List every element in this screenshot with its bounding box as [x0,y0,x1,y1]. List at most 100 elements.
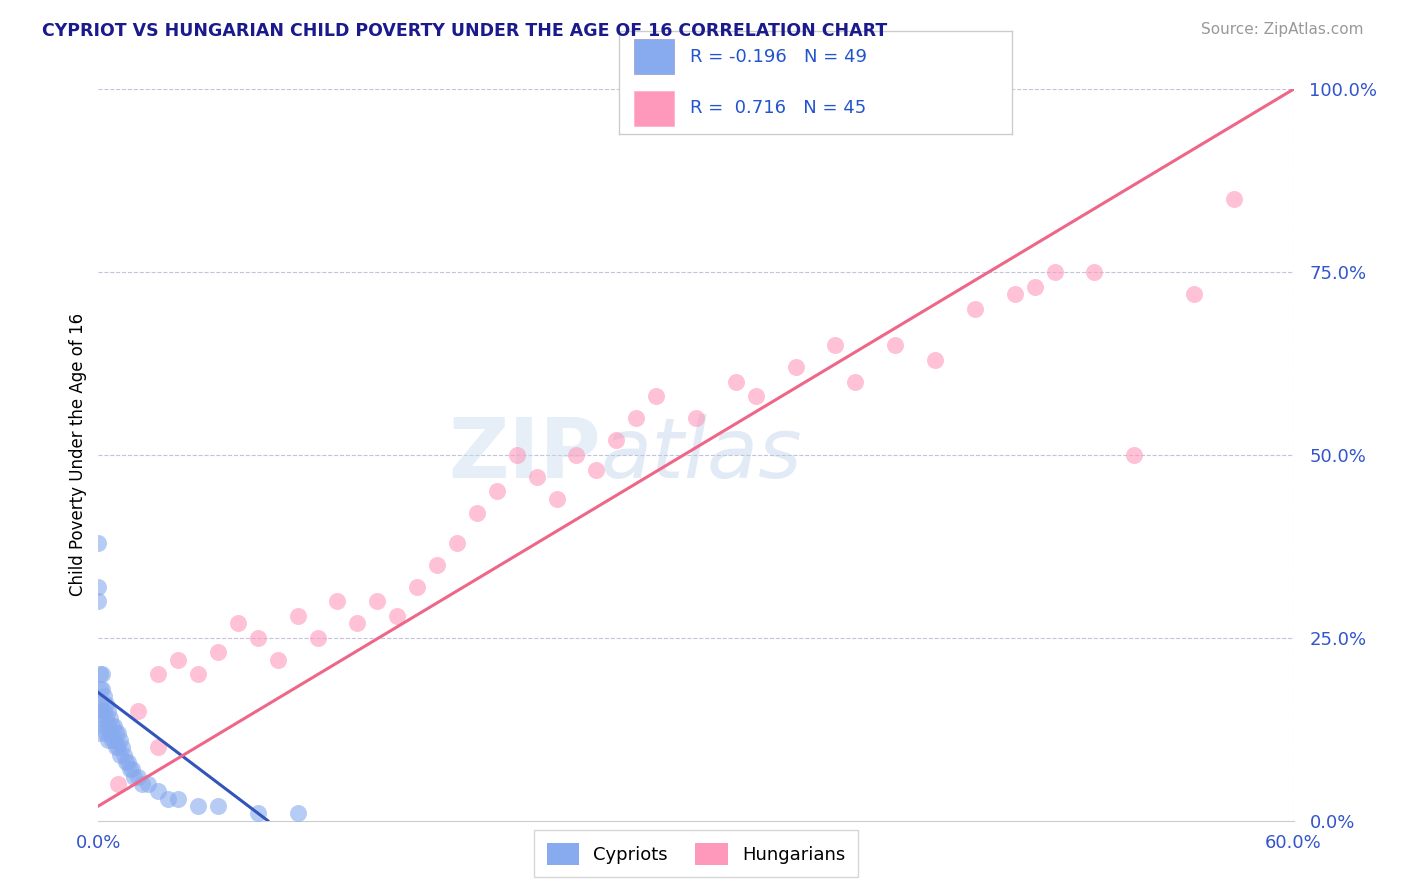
Point [385,608,409,623]
Point [884,338,907,352]
Point [89,697,111,711]
Point [426,558,449,572]
Point [724,375,747,389]
Y-axis label: Child Poverty Under the Age of 16: Child Poverty Under the Age of 16 [69,313,87,597]
Point [645,389,668,403]
Point [1043,265,1066,279]
Point [167,653,190,667]
Point [105,740,128,755]
Point [605,434,627,448]
Point [246,806,269,821]
Point [187,667,209,681]
Point [824,338,846,352]
Point [148,667,170,681]
Text: Source: ZipAtlas.com: Source: ZipAtlas.com [1201,22,1364,37]
Point [187,799,209,814]
Point [107,740,129,755]
Point [406,580,429,594]
Point [485,484,508,499]
Point [148,740,170,755]
Text: atlas: atlas [600,415,801,495]
Point [1004,287,1026,301]
Point [207,799,229,814]
Point [121,763,143,777]
Point [96,697,118,711]
Point [89,711,111,725]
Point [307,631,329,645]
Point [1123,448,1146,462]
Point [1182,287,1205,301]
Point [136,777,159,791]
Point [287,806,309,821]
Point [87,580,110,594]
Point [93,704,115,718]
Point [148,784,170,798]
Point [120,763,142,777]
Point [267,653,290,667]
Point [87,535,110,549]
Point [167,791,190,805]
Point [1222,192,1246,206]
Point [101,718,124,732]
Point [326,594,349,608]
Point [111,740,134,755]
Point [96,711,118,725]
Point [115,755,138,769]
Point [157,791,180,805]
Point [124,770,146,784]
Point [89,681,111,696]
Point [96,726,118,740]
Point [924,352,946,367]
Point [105,726,128,740]
Point [346,616,368,631]
Point [110,733,132,747]
Point [963,301,986,316]
Text: ZIP: ZIP [449,415,600,495]
Point [685,411,707,425]
Point [1024,279,1046,293]
Point [785,360,807,375]
Point [91,704,114,718]
Point [585,462,607,476]
Point [546,491,568,506]
Point [207,645,229,659]
Point [89,667,111,681]
Point [110,747,132,762]
Text: R =  0.716   N = 45: R = 0.716 N = 45 [689,99,866,117]
Point [87,594,110,608]
Point [127,770,149,784]
Point [624,411,647,425]
Point [103,733,125,747]
Point [465,507,488,521]
Point [1083,265,1105,279]
Point [287,608,309,623]
Bar [634,39,673,74]
Point [131,777,153,791]
Point [246,631,269,645]
Point [93,690,115,704]
Point [366,594,388,608]
Point [107,726,129,740]
Point [112,747,135,762]
Text: R = -0.196   N = 49: R = -0.196 N = 49 [689,48,866,66]
Point [97,704,120,718]
Legend: Cypriots, Hungarians: Cypriots, Hungarians [534,830,858,878]
Point [103,718,125,732]
Point [117,755,139,769]
Point [127,704,149,718]
Point [101,733,124,747]
Point [98,726,122,740]
Point [97,718,120,732]
Point [91,667,114,681]
Point [93,718,115,732]
Point [844,375,866,389]
Point [745,389,768,403]
Point [89,726,111,740]
Point [526,470,548,484]
Point [98,711,122,725]
Point [91,681,114,696]
Point [107,777,129,791]
Point [97,733,120,747]
Point [506,448,529,462]
Point [226,616,249,631]
